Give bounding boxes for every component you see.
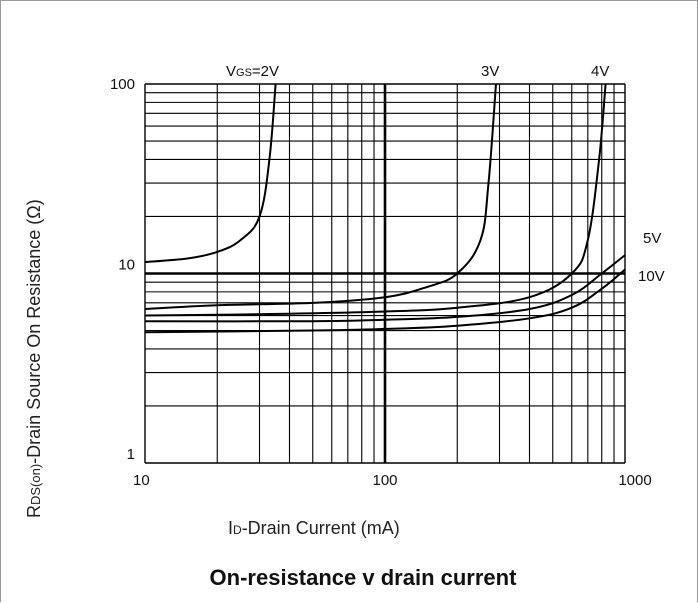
series-label-4v: 4V — [591, 63, 609, 80]
x-tick-label: 100 — [372, 472, 397, 489]
series-label-10v: 10V — [638, 268, 665, 285]
series-label-3v: 3V — [481, 63, 499, 80]
series-line-4v — [144, 83, 607, 317]
series-label-2v: VGS=2V — [226, 63, 279, 80]
series-line-5v — [144, 254, 626, 323]
y-tick-label: 1 — [127, 446, 135, 463]
grid-layer — [144, 83, 626, 464]
chart-title: On-resistance v drain current — [210, 565, 518, 590]
label-layer: 10 100 1000 1 10 100 — [110, 76, 652, 489]
series-line-3v — [144, 83, 497, 310]
series-line-2v — [144, 83, 277, 263]
series-label-5v: 5V — [643, 230, 661, 247]
y-axis-title: RDS(on)-Drain Source On Resistance (Ω) — [24, 199, 44, 518]
x-axis-title: ID-Drain Current (mA) — [228, 518, 400, 538]
x-tick-label: 1000 — [618, 472, 651, 489]
series-line-10v — [144, 268, 626, 334]
y-tick-label: 10 — [118, 257, 135, 274]
y-tick-label: 100 — [110, 76, 135, 93]
series-layer — [144, 83, 626, 334]
series-label-2v-value: =2V — [252, 63, 279, 80]
x-tick-label: 10 — [133, 472, 150, 489]
